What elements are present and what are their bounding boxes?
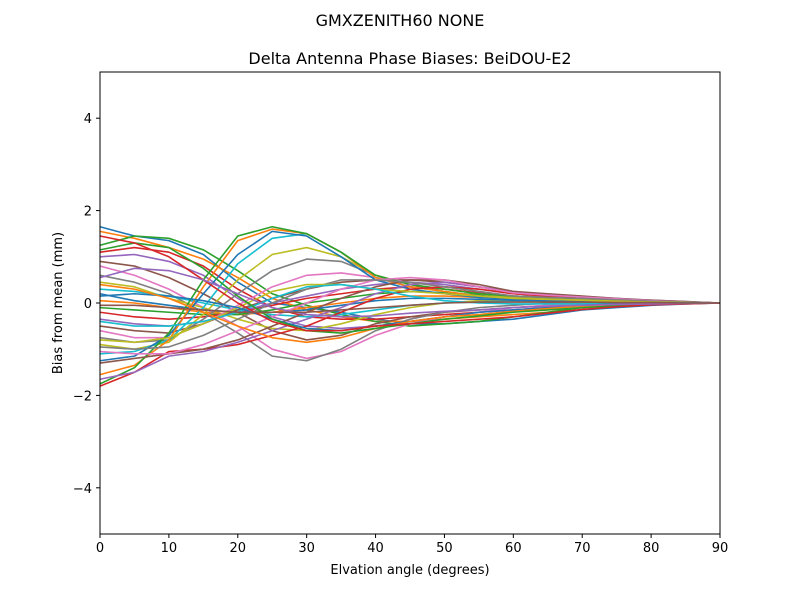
y-tick-label: 0 <box>84 297 92 312</box>
series-line-35 <box>99 267 721 318</box>
x-tick-label: 50 <box>436 541 453 556</box>
y-tick-label: −2 <box>73 389 92 404</box>
series-line-29 <box>99 283 721 344</box>
x-tick-label: 40 <box>367 541 384 556</box>
chart-title: Delta Antenna Phase Biases: BeiDOU-E2 <box>248 49 571 68</box>
y-axis: −4 −2 0 2 4 <box>73 112 100 497</box>
series-line-36 <box>100 301 720 314</box>
x-tick-label: 70 <box>574 541 591 556</box>
x-tick-label: 0 <box>96 541 104 556</box>
series-layer <box>99 225 721 387</box>
x-axis: 0 10 20 30 40 50 60 70 80 90 <box>96 534 728 556</box>
x-tick-label: 90 <box>712 541 729 556</box>
x-tick-label: 10 <box>161 541 178 556</box>
y-tick-label: 2 <box>84 205 92 220</box>
y-axis-label: Bias from mean (mm) <box>51 232 66 374</box>
x-tick-label: 80 <box>643 541 660 556</box>
x-tick-label: 20 <box>230 541 247 556</box>
series-line-27 <box>99 276 721 355</box>
x-tick-label: 60 <box>505 541 522 556</box>
x-tick-label: 30 <box>298 541 315 556</box>
series-line-28 <box>99 279 721 351</box>
y-tick-label: −4 <box>73 482 92 497</box>
y-tick-label: 4 <box>84 112 92 127</box>
x-axis-label: Elvation angle (degrees) <box>330 563 489 578</box>
figure-suptitle: GMXZENITH60 NONE <box>316 11 485 30</box>
